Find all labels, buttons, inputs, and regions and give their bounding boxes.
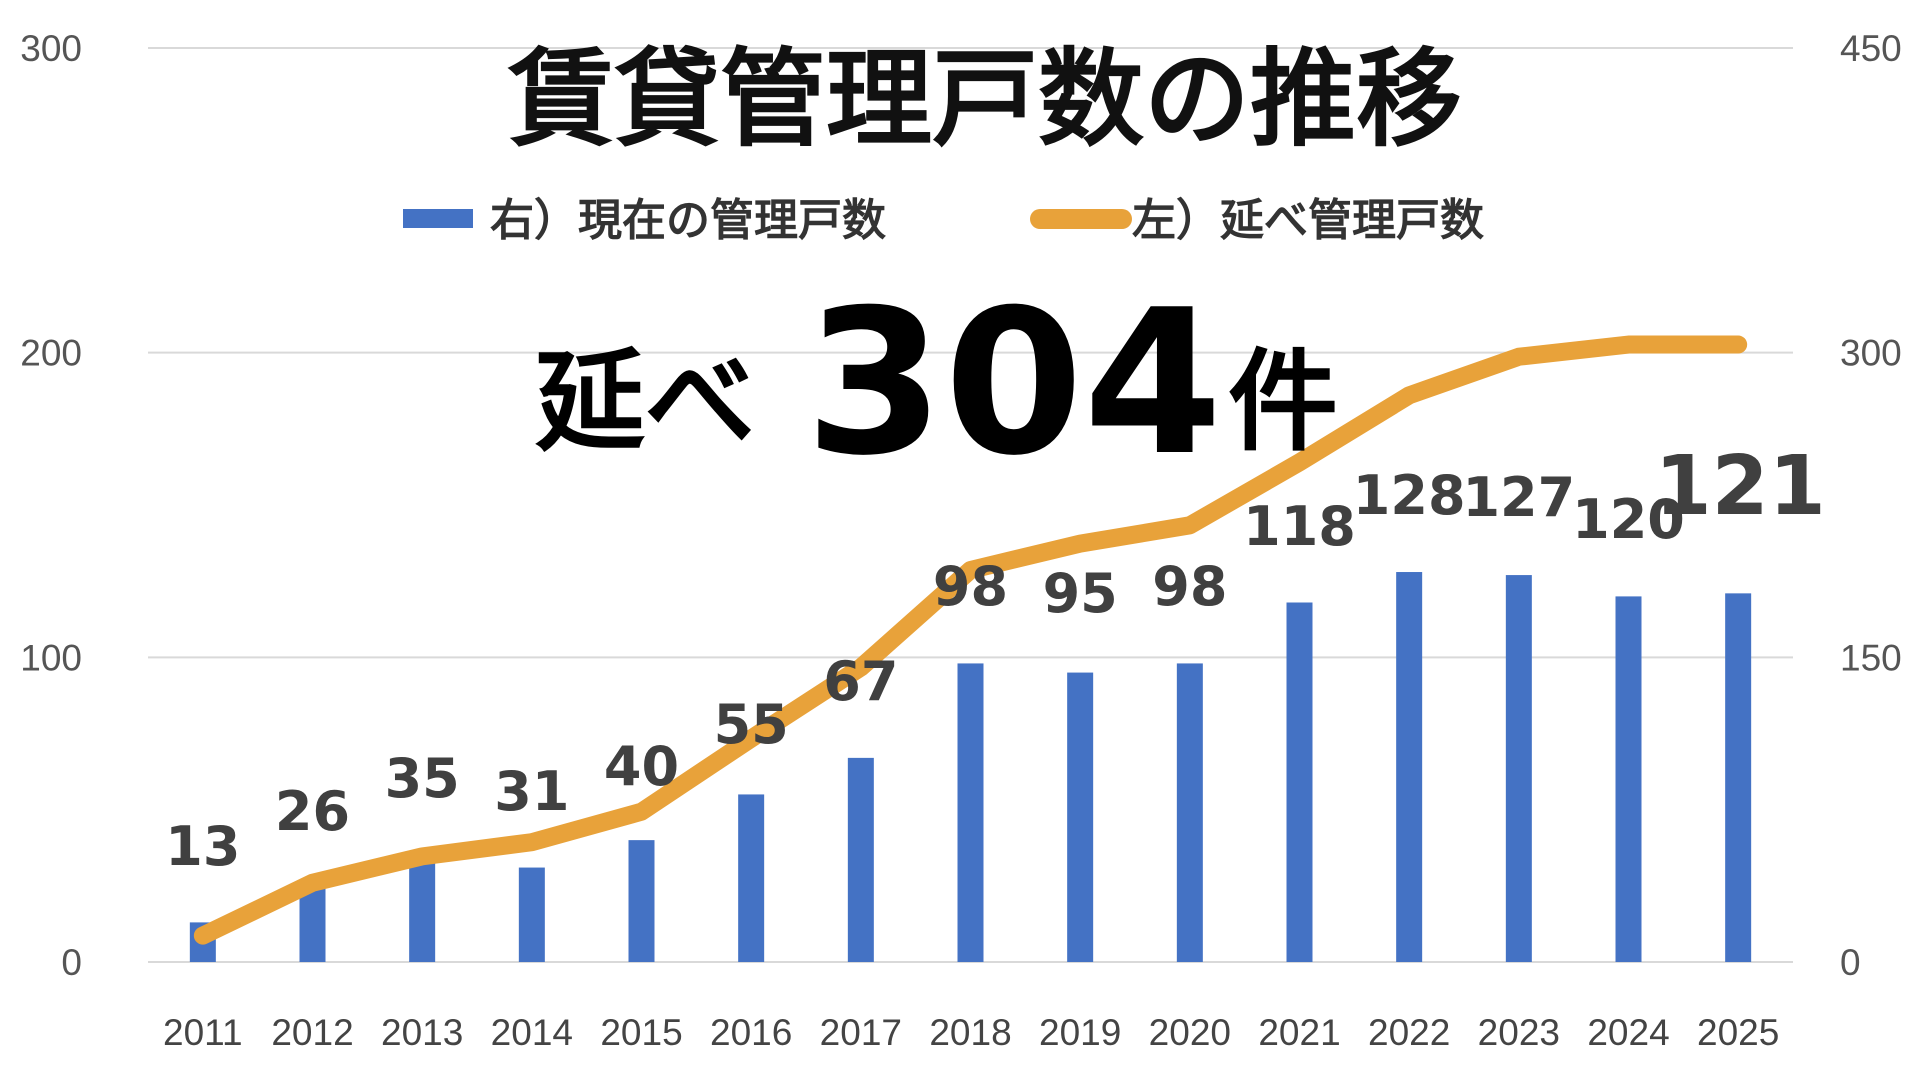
data-label: 120: [1572, 488, 1685, 551]
legend-bar-label: 右）現在の管理戸数: [490, 195, 886, 246]
data-label: 121: [1655, 439, 1826, 534]
x-axis-tick-label: 2023: [1478, 1012, 1560, 1053]
x-axis-tick-label: 2013: [381, 1012, 463, 1053]
right-axis-tick-label: 0: [1840, 942, 1861, 983]
data-label: 31: [494, 760, 569, 823]
right-axis-tick-label: 150: [1840, 637, 1902, 678]
data-label: 26: [275, 780, 350, 843]
x-axis-tick-label: 2011: [163, 1012, 243, 1053]
x-axis-tick-label: 2016: [710, 1012, 792, 1053]
bar: [518, 867, 545, 962]
headline-suffix: 件: [1228, 338, 1338, 466]
bar: [738, 794, 765, 962]
legend: 右）現在の管理戸数 左）延べ管理戸数: [403, 195, 1484, 246]
bar: [1286, 602, 1313, 962]
bar: [847, 757, 874, 962]
bar: [409, 855, 436, 962]
bar: [1725, 593, 1752, 962]
x-axis-tick-label: 2012: [271, 1012, 353, 1053]
left-axis-tick-label: 0: [61, 942, 82, 983]
bar-series: [189, 572, 1752, 962]
bar: [1067, 672, 1094, 962]
line-series: [193, 335, 1748, 945]
data-label: 98: [933, 555, 1008, 618]
legend-bar-swatch: [403, 209, 473, 228]
left-axis-tick-label: 300: [20, 28, 82, 69]
x-axis-tick-label: 2020: [1149, 1012, 1231, 1053]
right-axis-tick-label: 300: [1840, 333, 1902, 374]
bar: [957, 663, 984, 962]
x-axis-tick-label: 2017: [820, 1012, 902, 1053]
bar: [1505, 575, 1532, 962]
right-axis-tick-label: 450: [1840, 28, 1902, 69]
series-line: [193, 335, 1748, 945]
data-label: 40: [604, 735, 679, 798]
right-axis: 0 150 300 450: [1840, 28, 1902, 983]
headline-number: 304: [805, 267, 1222, 500]
left-axis-tick-label: 100: [20, 637, 82, 678]
x-axis-tick-label: 2018: [929, 1012, 1011, 1053]
data-label: 67: [823, 650, 898, 713]
x-axis-tick-label: 2021: [1258, 1012, 1340, 1053]
bar: [1615, 596, 1642, 962]
data-label: 35: [385, 747, 460, 810]
headline-prefix: 延べ: [535, 338, 755, 466]
x-axis-tick-label: 2019: [1039, 1012, 1121, 1053]
data-label: 55: [714, 693, 789, 756]
left-axis: 0 100 200 300: [20, 28, 82, 983]
chart-title: 賃貸管理戸数の推移: [507, 38, 1462, 161]
data-label: 98: [1152, 555, 1227, 618]
bar: [1176, 663, 1203, 962]
left-axis-tick-label: 200: [20, 333, 82, 374]
x-axis-tick-label: 2022: [1368, 1012, 1450, 1053]
data-label: 127: [1462, 466, 1575, 529]
x-axis-tick-label: 2025: [1697, 1012, 1779, 1053]
data-label: 118: [1243, 495, 1356, 558]
data-label: 13: [165, 815, 240, 878]
x-axis-tick-label: 2024: [1587, 1012, 1669, 1053]
x-axis: 2011 2012 2013 2014 2015 2016 2017 2018 2019 2020…: [163, 1012, 1779, 1053]
headline-callout: 延べ 304 件: [535, 267, 1338, 500]
x-axis-tick-label: 2015: [600, 1012, 682, 1053]
data-label: 128: [1353, 464, 1466, 527]
bar: [628, 840, 655, 962]
data-label: 95: [1043, 562, 1118, 625]
x-axis-tick-label: 2014: [491, 1012, 573, 1053]
legend-line-label: 左）延べ管理戸数: [1132, 195, 1484, 246]
bar: [1396, 572, 1423, 962]
